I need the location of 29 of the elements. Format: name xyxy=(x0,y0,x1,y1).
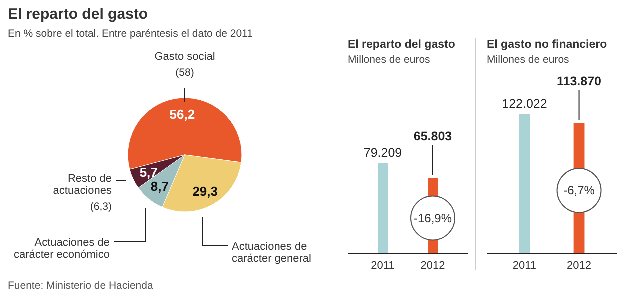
text: (6,3) xyxy=(90,201,112,213)
chart-subtitle: Millones de euros xyxy=(348,54,430,66)
chart-subtitle: Millones de euros xyxy=(487,54,570,66)
chart-title: El reparto del gasto xyxy=(348,39,456,51)
data-label: 113.870 xyxy=(557,74,602,88)
source-note: Fuente: Ministerio de Hacienda xyxy=(8,280,154,292)
data-label: 8,7 xyxy=(150,179,169,194)
chart-title: El gasto no financiero xyxy=(487,39,608,51)
data-label: 65.803 xyxy=(414,130,452,144)
annotation: -6,7% xyxy=(564,184,596,198)
annotation: -16,9% xyxy=(414,211,452,226)
data-label: 29,3 xyxy=(192,184,218,199)
slice-label: Actuaciones de carácter económico xyxy=(14,237,110,261)
x-tick-label: 2011 xyxy=(512,260,537,272)
chart-title: El reparto del gasto xyxy=(8,6,148,23)
slice-label: Resto de actuaciones xyxy=(53,173,112,197)
data-label: 79.209 xyxy=(364,146,402,160)
data-label: 56,2 xyxy=(170,106,196,122)
text: (58) xyxy=(176,67,194,79)
x-tick-label: 2012 xyxy=(567,260,592,272)
circle-callout: -16,9% xyxy=(410,196,456,241)
x-tick-label: 2011 xyxy=(371,260,395,272)
slice-label: Gasto social xyxy=(154,51,216,63)
x-tick-label: 2012 xyxy=(420,260,446,272)
chart-subtitle: En % sobre el total. Entre paréntesis el dato de 2011 xyxy=(8,28,254,40)
data-label: 5,7 xyxy=(140,164,158,180)
slice-label: Actuaciones de carácter general xyxy=(232,241,312,265)
circle-callout: -6,7% xyxy=(556,168,602,214)
data-label: 122.022 xyxy=(502,97,548,111)
